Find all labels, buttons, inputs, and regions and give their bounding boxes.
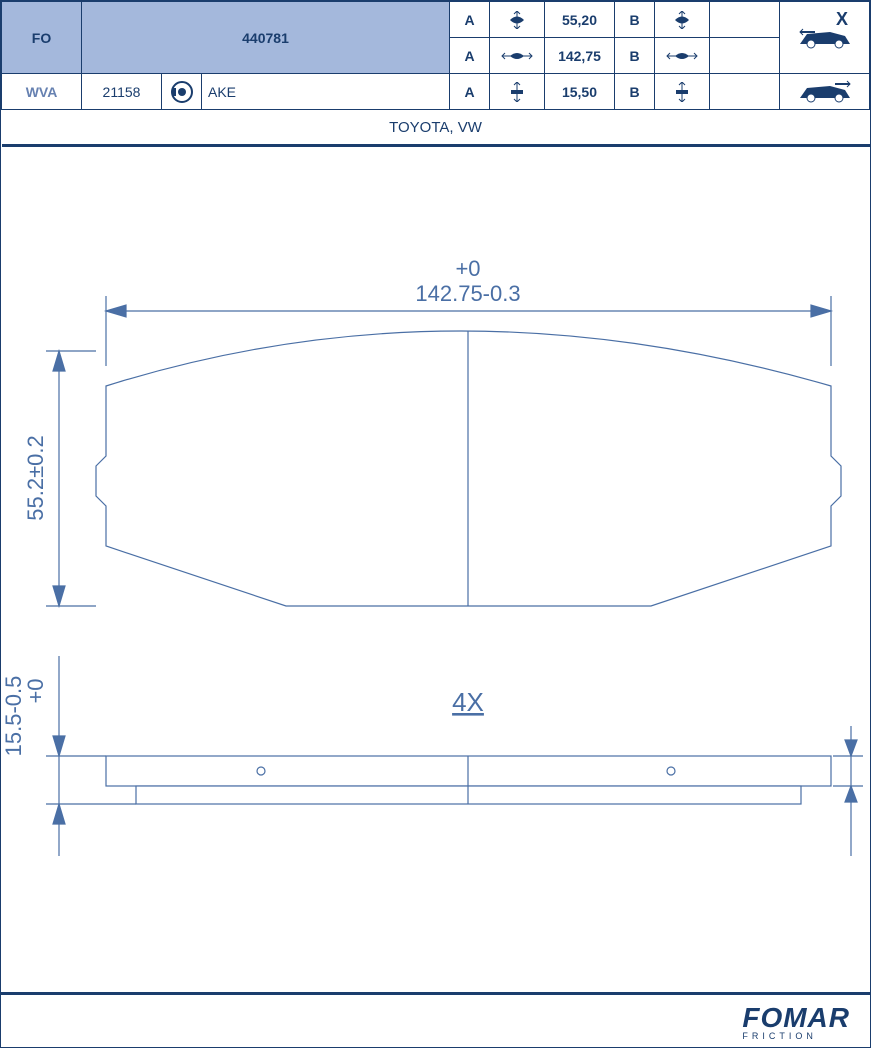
car-front-icon: [780, 2, 870, 74]
height-dim-text: 55.2±0.2: [23, 435, 48, 520]
width-tol-top: +0: [455, 256, 480, 281]
system-code: AKE: [202, 74, 450, 110]
car-rear-icon: [780, 74, 870, 110]
dim-a-val-2: 142,75: [545, 38, 615, 74]
logo-main: FOMAR: [742, 1002, 850, 1034]
dim-a-val-3: 15,50: [545, 74, 615, 110]
qty-text: 4X: [452, 687, 484, 717]
dim-b-label-2: B: [615, 38, 655, 74]
dim-a-val-1: 55,20: [545, 2, 615, 38]
wva-label: WVA: [2, 74, 82, 110]
width-icon-b: [655, 38, 710, 74]
page-container: X FO 440781 A 55,20 B A 142,75 B WVA 211…: [0, 0, 871, 1048]
width-icon: [490, 38, 545, 74]
thick-icon: [490, 74, 545, 110]
fo-label: FO: [2, 2, 82, 74]
disc-icon: [162, 74, 202, 110]
part-number: 440781: [82, 2, 450, 74]
front-axle-mark: X: [836, 9, 848, 30]
dim-a-label-3: A: [450, 74, 490, 110]
logo: FOMAR FRICTION: [742, 1002, 850, 1041]
footer: FOMAR FRICTION: [1, 992, 870, 1047]
dim-b-label-1: B: [615, 2, 655, 38]
brands-text: TOYOTA, VW: [2, 110, 870, 146]
dim-b-val-2: [710, 38, 780, 74]
technical-drawing: +0 142.75-0.3 55.2±0.2 4X: [1, 156, 871, 916]
wva-value: 21158: [82, 74, 162, 110]
thick-tol-top: +0: [23, 678, 48, 703]
dim-a-label-2: A: [450, 38, 490, 74]
dim-b-val-3: [710, 74, 780, 110]
thick-dim-text: 15.5-0.5: [1, 676, 26, 757]
dim-b-label-3: B: [615, 74, 655, 110]
dim-b-val-1: [710, 2, 780, 38]
header-table: FO 440781 A 55,20 B A 142,75 B WVA 21158…: [1, 1, 870, 147]
height-icon-b: [655, 2, 710, 38]
thick-icon-b: [655, 74, 710, 110]
dim-a-label-1: A: [450, 2, 490, 38]
height-icon: [490, 2, 545, 38]
width-dim-text: 142.75-0.3: [415, 281, 520, 306]
